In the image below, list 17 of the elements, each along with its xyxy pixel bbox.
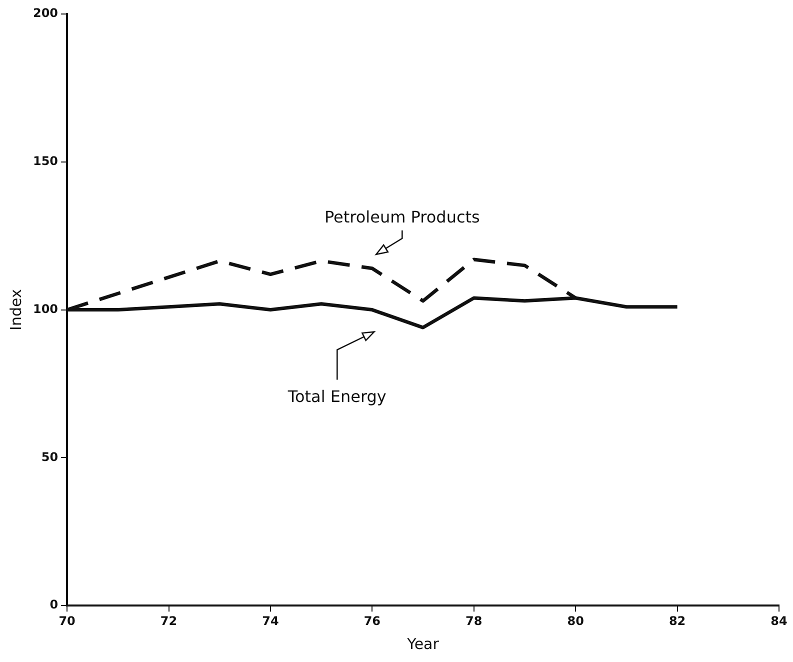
y-tick-label: 200 [32,6,58,20]
x-tick-label: 82 [668,614,686,628]
text: Total Energy [286,386,386,406]
x-tick-label: 70 [58,614,76,628]
x-tick-label: 72 [160,614,178,628]
x-tick-label: 76 [364,614,381,628]
x-tick-label: 84 [770,614,788,628]
y-tick-label: 100 [32,302,58,316]
y-axis-title: Index [6,289,25,330]
x-axis-title: Year [406,634,440,653]
x-tick-label: 74 [262,614,279,628]
x-tick-label: 80 [567,614,584,628]
text: Petroleum Products [324,208,480,227]
y-tick-label: 150 [32,154,58,168]
x-tick-label: 78 [466,614,482,628]
y-tick-label: 50 [41,450,58,464]
y-tick-label: 0 [50,598,58,612]
